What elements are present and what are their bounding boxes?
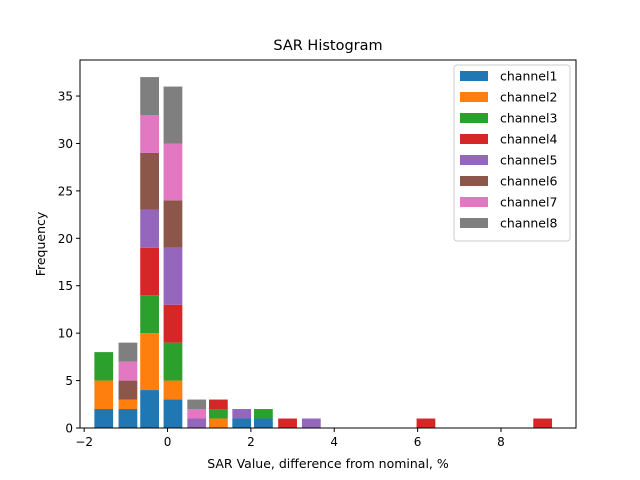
plot-area-frame: [79, 59, 577, 429]
bar-channel4-bin-5: [209, 399, 228, 410]
y-tick-label: 30: [58, 137, 73, 151]
bar-channel5-bin-6: [232, 409, 252, 419]
legend-swatch-channel5: [460, 155, 488, 165]
bar-channel2-bin-3: [163, 380, 183, 400]
y-axis-label: Frequency: [33, 211, 48, 276]
legend-label-channel5: channel5: [500, 153, 557, 168]
legend-label-channel8: channel8: [500, 216, 557, 231]
y-tick-label: 5: [65, 374, 73, 388]
legend: channel1 channel2 channel3 channel4 channel5…: [453, 64, 571, 242]
bar-channel4-bin-8: [278, 418, 297, 428]
bar-channel1-bin-1: [118, 409, 138, 428]
bar-channel2-bin-0: [94, 380, 114, 410]
bar-channel3-bin-7: [254, 409, 273, 419]
x-tick-label: 6: [414, 435, 422, 449]
bar-channel2-bin-2: [140, 333, 159, 391]
legend-swatch-channel6: [460, 176, 488, 186]
y-tick-label: 0: [65, 422, 73, 436]
bar-channel6-bin-1: [118, 380, 138, 400]
bar-channel1-bin-6: [232, 418, 252, 428]
bar-channel7-bin-4: [187, 409, 207, 419]
legend-label-channel1: channel1: [500, 69, 557, 84]
bar-channel3-bin-5: [209, 409, 228, 419]
legend-swatch-channel3: [460, 113, 488, 123]
legend-label-channel3: channel3: [500, 111, 557, 126]
bar-channel3-bin-3: [163, 342, 183, 381]
y-tick-label: 35: [58, 90, 73, 104]
bar-channel8-bin-1: [118, 342, 138, 362]
bar-channel4-bin-2: [140, 247, 159, 296]
bar-channel1-bin-0: [94, 409, 114, 428]
y-axis-ticks: 0 5 10 15 20 25 30 35: [58, 90, 80, 436]
bars-group: [94, 77, 553, 428]
x-axis-label: SAR Value, difference from nominal, %: [207, 456, 449, 471]
y-tick-label: 10: [58, 327, 73, 341]
bar-channel2-bin-1: [118, 399, 138, 410]
bar-channel4-bin-3: [163, 304, 183, 343]
bar-channel5-bin-2: [140, 209, 159, 248]
legend-label-channel2: channel2: [500, 90, 557, 105]
bar-channel1-bin-2: [140, 390, 159, 428]
bar-channel5-bin-3: [163, 247, 183, 305]
bar-channel6-bin-3: [163, 200, 183, 248]
bar-channel5-bin-4: [187, 418, 207, 428]
x-tick-label: 2: [247, 435, 255, 449]
legend-swatch-channel7: [460, 197, 488, 207]
bar-channel6-bin-2: [140, 152, 159, 210]
bar-channel8-bin-3: [163, 86, 183, 144]
x-tick-label: 8: [497, 435, 505, 449]
chart-title: SAR Histogram: [273, 38, 382, 54]
legend-swatch-channel8: [460, 218, 488, 228]
bar-channel2-bin-5: [209, 418, 228, 428]
bar-channel8-bin-4: [187, 399, 207, 410]
bar-channel4-bin-11: [533, 418, 553, 428]
x-axis-ticks: −2 0 2 4 6 8: [75, 428, 505, 449]
y-tick-label: 25: [58, 184, 73, 198]
legend-label-channel4: channel4: [500, 132, 557, 147]
bar-channel3-bin-0: [94, 352, 114, 381]
legend-label-channel7: channel7: [500, 195, 557, 210]
bar-channel1-bin-7: [254, 418, 273, 428]
bar-channel1-bin-3: [163, 399, 183, 428]
x-tick-label: −2: [75, 435, 93, 449]
bar-channel3-bin-2: [140, 295, 159, 334]
bar-channel7-bin-3: [163, 143, 183, 201]
bar-channel8-bin-2: [140, 77, 159, 116]
bar-channel4-bin-10: [416, 418, 436, 428]
bar-channel7-bin-2: [140, 115, 159, 153]
y-tick-label: 20: [58, 232, 73, 246]
legend-swatch-channel4: [460, 134, 488, 144]
bar-channel7-bin-1: [118, 361, 138, 381]
x-tick-label: 0: [164, 435, 172, 449]
x-tick-label: 4: [330, 435, 338, 449]
bar-channel5-bin-9: [301, 418, 321, 428]
y-tick-label: 15: [58, 279, 73, 293]
legend-swatch-channel1: [460, 71, 488, 81]
legend-swatch-channel2: [460, 92, 488, 102]
legend-label-channel6: channel6: [500, 174, 557, 189]
